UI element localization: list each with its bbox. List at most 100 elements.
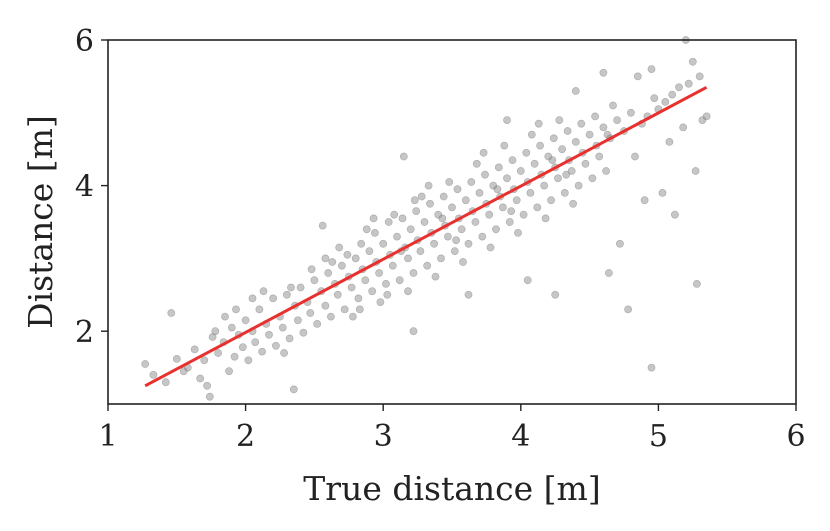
data-point <box>321 301 330 310</box>
data-point <box>613 116 621 124</box>
data-point <box>285 334 294 343</box>
data-point <box>691 167 700 175</box>
data-point <box>549 134 558 143</box>
data-point <box>375 269 383 277</box>
data-point <box>379 239 388 248</box>
data-point <box>351 254 360 263</box>
data-point <box>412 207 421 215</box>
data-point <box>471 218 480 226</box>
data-point <box>574 181 583 190</box>
x-tick-label: 1 <box>98 419 117 454</box>
data-point <box>558 145 566 154</box>
data-point <box>343 250 352 259</box>
x-tick-label: 5 <box>649 419 668 454</box>
data-point <box>362 225 371 234</box>
data-point <box>581 159 590 168</box>
data-point <box>196 374 205 383</box>
data-point <box>438 214 447 223</box>
data-point <box>307 265 316 274</box>
data-point <box>439 192 448 201</box>
data-point <box>299 328 308 337</box>
data-point <box>293 316 302 325</box>
data-point <box>457 225 466 234</box>
data-point <box>205 392 214 401</box>
data-point <box>328 258 337 266</box>
data-point <box>354 294 363 303</box>
data-point <box>688 57 697 66</box>
data-point <box>390 210 399 219</box>
data-point <box>475 188 484 197</box>
data-point <box>702 112 711 121</box>
data-point <box>668 90 677 99</box>
data-point <box>326 312 335 321</box>
data-point <box>514 228 522 237</box>
data-point <box>278 323 287 332</box>
data-point <box>627 108 635 117</box>
y-tick-label: 4 <box>75 170 94 205</box>
data-point <box>395 276 404 285</box>
data-point <box>161 378 170 387</box>
data-point <box>269 294 277 303</box>
data-point <box>369 214 378 223</box>
data-point <box>383 290 392 299</box>
data-point <box>452 236 460 245</box>
data-point <box>255 305 264 314</box>
data-point <box>547 196 555 205</box>
data-point <box>404 287 412 296</box>
x-tick-label: 2 <box>236 419 255 454</box>
data-point <box>167 309 176 317</box>
data-point <box>321 254 330 263</box>
data-point <box>348 312 357 321</box>
data-point <box>493 185 502 194</box>
data-point <box>555 116 564 124</box>
data-point <box>684 79 693 88</box>
data-point <box>426 199 434 208</box>
data-point <box>406 225 415 234</box>
data-point <box>503 174 511 183</box>
data-point <box>478 232 487 241</box>
data-point <box>671 210 679 219</box>
data-point <box>526 188 535 197</box>
data-point <box>523 276 532 285</box>
data-point <box>595 152 604 161</box>
data-point <box>211 327 220 336</box>
data-point <box>533 203 542 212</box>
data-point <box>227 323 236 332</box>
data-point <box>384 218 393 226</box>
data-point <box>507 207 516 215</box>
data-point <box>410 196 419 205</box>
data-point <box>464 239 473 248</box>
data-point <box>647 65 656 73</box>
y-tick-label: 6 <box>75 24 94 59</box>
data-point <box>225 367 233 376</box>
data-point <box>540 181 549 190</box>
data-point <box>591 112 599 121</box>
data-point <box>541 214 550 223</box>
data-point <box>631 152 639 161</box>
data-point <box>485 210 494 219</box>
data-point <box>259 287 268 296</box>
data-point <box>605 269 613 277</box>
data-point <box>503 116 511 124</box>
data-point <box>361 276 370 285</box>
data-point <box>208 333 217 341</box>
data-point <box>437 254 445 263</box>
data-point <box>251 338 260 346</box>
data-point <box>498 203 507 212</box>
data-point <box>333 290 342 299</box>
data-point <box>624 305 632 314</box>
data-point <box>658 188 667 197</box>
data-point <box>318 221 327 230</box>
data-point <box>221 312 229 321</box>
y-axis-label: Distance [m] <box>21 115 60 329</box>
data-point <box>423 261 432 270</box>
data-point <box>357 239 366 248</box>
data-point <box>282 290 291 299</box>
data-point <box>577 119 586 128</box>
data-point <box>368 287 377 296</box>
data-point <box>149 370 158 379</box>
data-point <box>445 178 454 186</box>
data-point <box>522 148 531 157</box>
data-point <box>461 196 470 205</box>
data-point <box>443 232 452 241</box>
